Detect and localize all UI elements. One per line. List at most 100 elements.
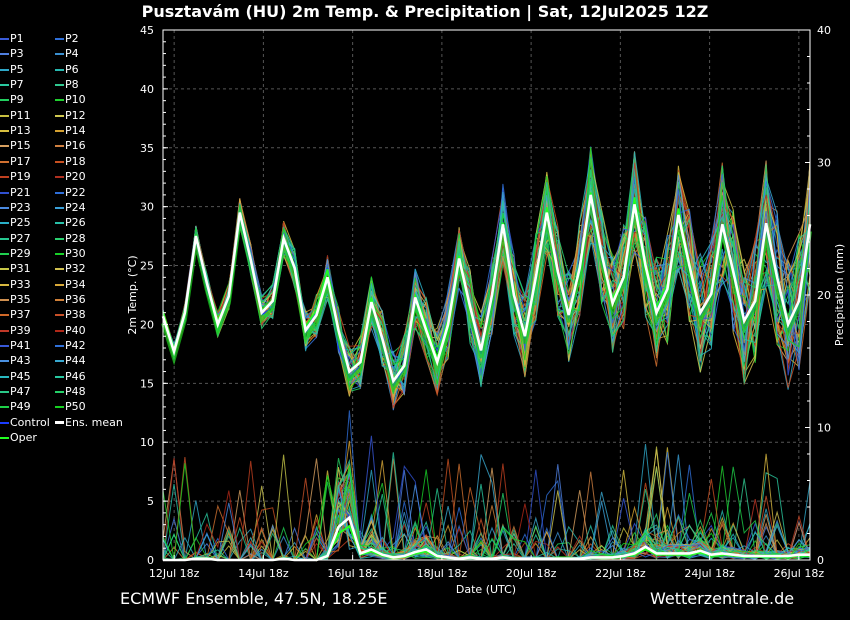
legend-label: P44 bbox=[65, 354, 86, 368]
legend-label: P3 bbox=[10, 47, 24, 61]
legend-swatch bbox=[55, 391, 64, 394]
legend-swatch bbox=[55, 252, 64, 255]
model-info: ECMWF Ensemble, 47.5N, 18.25E bbox=[120, 589, 388, 608]
legend-item: P14 bbox=[55, 123, 86, 138]
y-tick-label: 25 bbox=[140, 260, 154, 273]
legend-label: P11 bbox=[10, 108, 31, 122]
legend-item: P23 bbox=[0, 200, 31, 215]
legend-label: P39 bbox=[10, 323, 31, 337]
legend-swatch bbox=[0, 252, 9, 255]
legend-label: P14 bbox=[65, 124, 86, 138]
legend-label: P33 bbox=[10, 277, 31, 291]
legend-label: Ens. mean bbox=[65, 415, 123, 429]
legend-item: P39 bbox=[0, 323, 31, 338]
legend-swatch bbox=[55, 375, 64, 378]
member-precip-line-p24 bbox=[163, 454, 811, 561]
legend-item: P7 bbox=[0, 77, 24, 92]
legend-swatch bbox=[0, 314, 9, 317]
y-right-tick-label: 0 bbox=[817, 554, 824, 567]
legend-item: P33 bbox=[0, 277, 31, 292]
y-tick-label: 10 bbox=[140, 436, 154, 449]
legend-item: P17 bbox=[0, 154, 31, 169]
legend-label: P43 bbox=[10, 354, 31, 368]
legend-item: P47 bbox=[0, 384, 31, 399]
legend-label: P29 bbox=[10, 246, 31, 260]
legend-label: P50 bbox=[65, 400, 86, 414]
ens-mean-temp-line bbox=[161, 194, 812, 385]
legend-swatch bbox=[0, 206, 9, 209]
legend-swatch bbox=[0, 68, 9, 71]
legend-label: P37 bbox=[10, 308, 31, 322]
legend-item: P19 bbox=[0, 169, 31, 184]
y-tick-label: 20 bbox=[140, 318, 154, 331]
legend-label: P36 bbox=[65, 292, 86, 306]
legend-label: P34 bbox=[65, 277, 86, 291]
legend-label: P9 bbox=[10, 93, 24, 107]
legend-item: P42 bbox=[55, 338, 86, 353]
axes: 0 5 10 15 20 25 30 35 40 45 0 10 20 30 40 12Jul 18z 14Ju… bbox=[140, 24, 831, 580]
legend-item: P41 bbox=[0, 338, 31, 353]
legend-swatch bbox=[55, 114, 64, 117]
legend-item: P6 bbox=[55, 62, 79, 77]
legend-label: P38 bbox=[65, 308, 86, 322]
legend-swatch bbox=[0, 145, 9, 148]
legend-swatch bbox=[55, 206, 64, 209]
legend-label: Control bbox=[10, 415, 50, 429]
legend-swatch bbox=[0, 114, 9, 117]
legend-swatch bbox=[0, 421, 9, 424]
legend-swatch bbox=[55, 145, 64, 148]
legend-item: Oper bbox=[0, 430, 37, 445]
legend-swatch bbox=[0, 360, 9, 363]
y-tick-label: 40 bbox=[140, 83, 154, 96]
legend-swatch bbox=[55, 191, 64, 194]
legend-label: P13 bbox=[10, 124, 31, 138]
x-axis-label: Date (UTC) bbox=[456, 583, 516, 596]
legend-label: P2 bbox=[65, 32, 79, 45]
legend-item: P5 bbox=[0, 62, 24, 77]
legend-label: P17 bbox=[10, 154, 31, 168]
legend-swatch bbox=[0, 391, 9, 394]
legend-item: P1 bbox=[0, 31, 24, 46]
legend-item: P46 bbox=[55, 369, 86, 384]
legend-item: P30 bbox=[55, 246, 86, 261]
legend-item: P27 bbox=[0, 231, 31, 246]
y-tick-label: 15 bbox=[140, 377, 154, 390]
legend-item: P34 bbox=[55, 277, 86, 292]
member-temp-line-p49 bbox=[162, 158, 811, 395]
legend-label: P6 bbox=[65, 62, 79, 76]
precip-series bbox=[162, 410, 811, 562]
legend-swatch bbox=[55, 314, 64, 317]
legend-label: P49 bbox=[10, 400, 31, 414]
legend-item: P43 bbox=[0, 353, 31, 368]
legend-swatch bbox=[55, 406, 64, 409]
y-tick-label: 30 bbox=[140, 201, 154, 214]
legend-label: P41 bbox=[10, 339, 31, 352]
legend-swatch bbox=[55, 298, 64, 301]
legend-item: P29 bbox=[0, 246, 31, 261]
legend-label: P45 bbox=[10, 369, 31, 383]
legend-swatch bbox=[0, 345, 9, 347]
legend-label: P10 bbox=[65, 93, 86, 107]
legend-item: P8 bbox=[55, 77, 79, 92]
legend-item: P44 bbox=[55, 353, 86, 368]
legend-swatch bbox=[0, 176, 9, 179]
legend-item: P36 bbox=[55, 292, 86, 307]
y-tick-label: 0 bbox=[147, 554, 154, 567]
legend-item: P31 bbox=[0, 261, 31, 276]
x-tick-label: 18Jul 18z bbox=[417, 567, 468, 580]
y-tick-label: 35 bbox=[140, 142, 154, 155]
legend-swatch bbox=[55, 268, 64, 271]
legend-swatch bbox=[0, 237, 9, 240]
legend-item: P12 bbox=[55, 108, 86, 123]
temp-series bbox=[161, 146, 812, 411]
legend-label: P25 bbox=[10, 216, 31, 230]
legend-item: P24 bbox=[55, 200, 86, 215]
legend-label: P47 bbox=[10, 385, 31, 399]
legend-swatch bbox=[0, 38, 9, 40]
legend-swatch bbox=[55, 99, 64, 102]
legend-item: P40 bbox=[55, 323, 86, 338]
legend-swatch bbox=[55, 237, 64, 240]
legend-item: P35 bbox=[0, 292, 31, 307]
x-tick-label: 24Jul 18z bbox=[684, 567, 735, 580]
legend-label: P28 bbox=[65, 231, 86, 245]
